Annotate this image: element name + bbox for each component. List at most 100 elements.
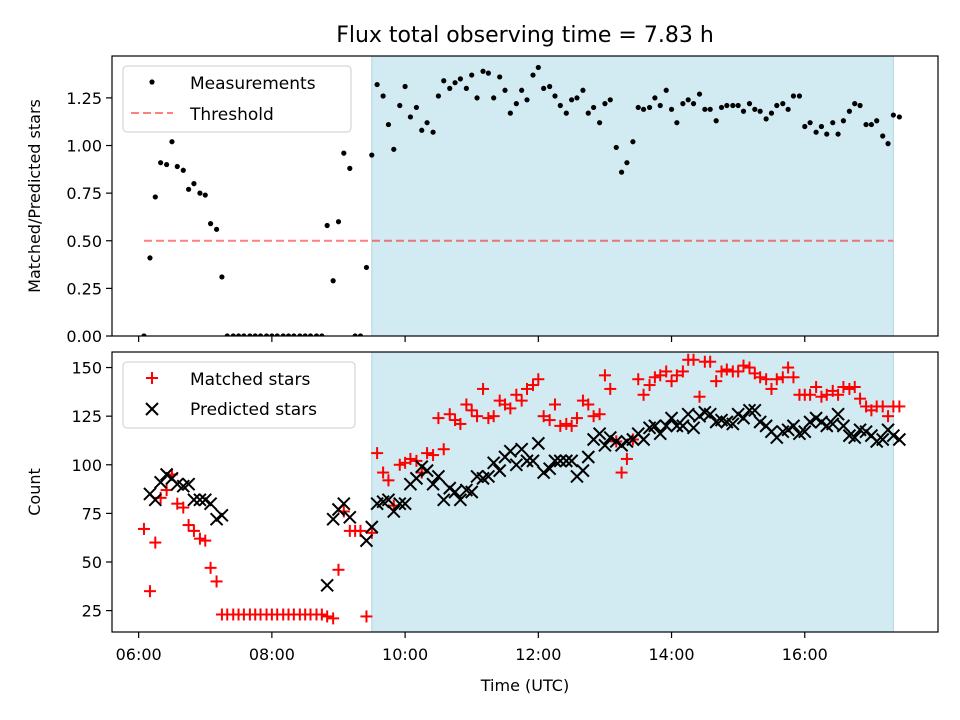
matched-star-point xyxy=(848,381,861,393)
predicted-star-stroke xyxy=(193,493,207,507)
matched-star-point xyxy=(149,536,162,549)
ratio-y-axis-label: Matched/Predicted stars xyxy=(25,99,44,293)
predicted-star-point xyxy=(686,421,701,435)
matched-star-point xyxy=(770,373,783,386)
ratio-panel-frame xyxy=(111,55,939,337)
predicted-star-point xyxy=(581,450,595,464)
predicted-star-point xyxy=(343,510,357,524)
legend-matched-marker xyxy=(146,372,158,384)
predicted-star-stroke xyxy=(398,496,412,511)
measurement-point xyxy=(696,91,703,97)
predicted-star-stroke xyxy=(842,428,857,443)
measurement-point xyxy=(524,97,530,103)
predicted-star-point xyxy=(542,461,557,476)
matched-star-point xyxy=(615,466,628,479)
measurement-point xyxy=(785,106,791,112)
matched-star-point xyxy=(199,534,212,547)
matched-star-point xyxy=(810,381,823,393)
legend-threshold-label: Threshold xyxy=(189,105,274,125)
matched-star-point xyxy=(582,398,595,411)
predicted-star-stroke xyxy=(548,454,562,468)
measurement-point xyxy=(463,85,469,91)
predicted-star-point xyxy=(664,411,679,425)
measurement-point xyxy=(757,108,763,114)
predicted-star-point xyxy=(648,419,662,433)
measurement-point xyxy=(746,101,753,107)
matched-star-point xyxy=(327,612,340,625)
ratio-y-tick-label: 0.75 xyxy=(66,184,102,203)
predicted-star-stroke xyxy=(664,411,679,425)
matched-star-point xyxy=(665,375,678,388)
predicted-star-stroke xyxy=(536,465,551,480)
measurement-point xyxy=(585,110,591,116)
measurement-point xyxy=(186,186,192,192)
predicted-star-stroke xyxy=(181,477,196,491)
measurement-point xyxy=(630,139,636,145)
predicted-star-point xyxy=(703,407,717,421)
measurement-point xyxy=(852,101,858,107)
measurement-point xyxy=(680,101,686,107)
measurement-point xyxy=(752,106,758,112)
predicted-star-stroke xyxy=(431,469,446,484)
predicted-star-point xyxy=(798,425,812,439)
measurement-point xyxy=(557,102,563,109)
count-x-tick-label: 12:00 xyxy=(515,645,561,664)
matched-star-point xyxy=(443,408,456,421)
measurement-point xyxy=(863,121,869,128)
measurement-point xyxy=(241,333,247,336)
count-legend-box xyxy=(122,361,356,429)
measurement-point xyxy=(191,181,197,187)
measurement-point xyxy=(380,93,386,99)
predicted-star-stroke xyxy=(514,442,529,456)
matched-star-point xyxy=(427,449,440,462)
matched-star-point xyxy=(787,371,800,384)
measurement-point xyxy=(613,144,619,151)
predicted-star-stroke xyxy=(670,419,684,433)
measurement-point xyxy=(274,333,280,336)
measurement-point xyxy=(169,139,175,145)
predicted-star-stroke xyxy=(742,403,757,418)
measurement-point xyxy=(824,131,830,137)
predicted-star-stroke xyxy=(509,458,524,472)
ratio-y-tick-label: 0.50 xyxy=(66,232,102,251)
predicted-star-stroke xyxy=(492,463,507,478)
predicted-star-stroke xyxy=(814,415,829,429)
measurement-point xyxy=(230,333,236,336)
predicted-star-stroke xyxy=(809,411,823,425)
measurement-point xyxy=(285,333,292,336)
measurement-point xyxy=(535,64,541,71)
measurement-point xyxy=(430,129,436,135)
matched-star-point xyxy=(843,382,856,395)
measurement-point xyxy=(724,102,730,109)
matched-star-point xyxy=(137,522,150,535)
measurement-point xyxy=(213,226,220,232)
count-y-tick-label: 100 xyxy=(71,456,102,475)
measurement-point xyxy=(874,118,880,124)
matched-star-point xyxy=(371,447,384,460)
measurement-point xyxy=(618,169,625,175)
measurement-point xyxy=(774,102,780,109)
predicted-star-stroke xyxy=(581,450,595,464)
ratio-panel: 0.00 0.25 0.50 0.75 1.00 1.25 Matched/Predict… xyxy=(25,55,939,346)
predicted-star-point xyxy=(409,471,424,486)
predicted-star-stroke xyxy=(831,407,845,421)
measurement-point xyxy=(307,333,314,336)
predicted-star-point xyxy=(387,504,401,519)
measurement-point xyxy=(335,219,342,225)
predicted-star-stroke xyxy=(326,512,340,526)
matched-star-point xyxy=(548,398,561,411)
measurement-point xyxy=(491,95,497,101)
predicted-star-stroke xyxy=(698,405,712,419)
measurement-point xyxy=(857,102,863,109)
predicted-star-stroke xyxy=(653,426,667,441)
predicted-star-stroke xyxy=(486,456,501,470)
measurement-point xyxy=(713,118,719,124)
predicted-star-stroke xyxy=(886,428,901,443)
measurement-point xyxy=(846,108,853,114)
measurement-point xyxy=(391,146,397,152)
matched-star-point xyxy=(526,379,539,392)
count-panel-frame xyxy=(111,351,939,633)
predicted-star-point xyxy=(848,430,862,445)
matched-star-point xyxy=(776,371,789,384)
measurement-point xyxy=(158,160,164,166)
